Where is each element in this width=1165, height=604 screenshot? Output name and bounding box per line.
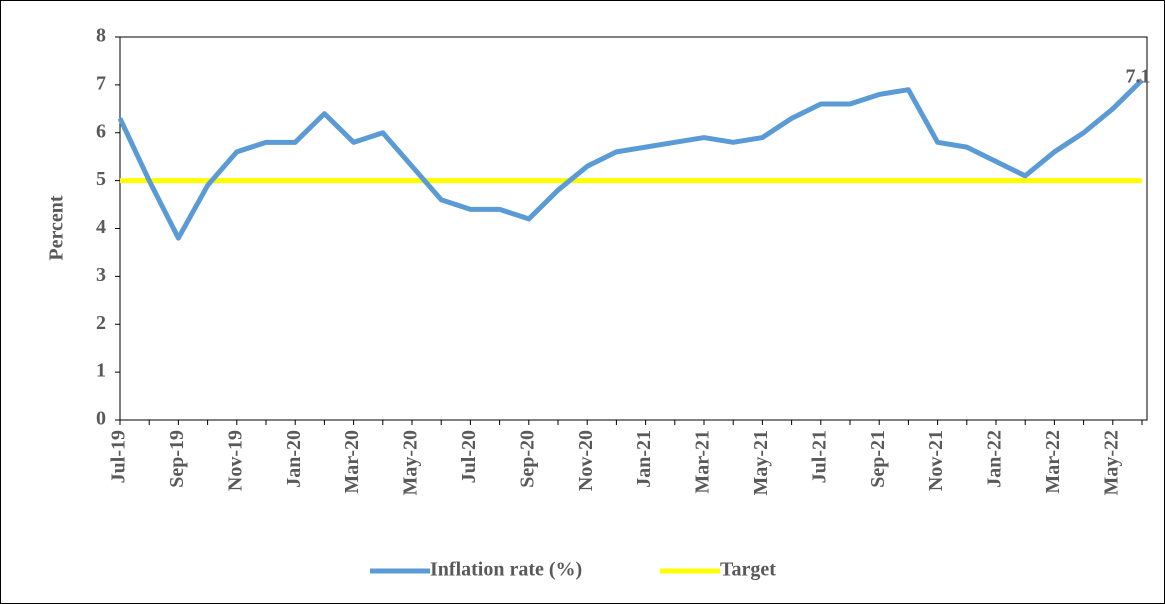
x-tick-label: Mar-22: [1042, 430, 1064, 494]
y-axis-label: Percent: [46, 195, 68, 260]
x-tick-label: Jul-19: [108, 430, 130, 483]
x-tick-label: Nov-20: [575, 430, 597, 491]
x-tick-label: Nov-21: [925, 430, 947, 491]
x-tick-label: Jul-20: [458, 430, 480, 483]
y-tick-label: 0: [96, 408, 106, 430]
x-tick-label: Sep-21: [867, 430, 889, 488]
x-tick-label: Nov-19: [224, 430, 246, 491]
y-tick-label: 1: [96, 360, 106, 382]
plot-frame: [119, 36, 1148, 421]
x-tick-label: May-22: [1100, 430, 1122, 496]
legend-label: Inflation rate (%): [430, 559, 582, 581]
y-tick-label: 2: [96, 312, 106, 334]
y-tick-label: 4: [96, 216, 106, 238]
x-tick-label: May-20: [400, 430, 422, 496]
x-tick-label: Jan-21: [633, 430, 655, 488]
x-tick-label: Jan-20: [283, 430, 305, 488]
x-tick-label: Jul-21: [808, 430, 830, 483]
y-tick-label: 8: [96, 25, 106, 47]
x-tick-label: Mar-20: [341, 430, 363, 494]
x-tick-label: Sep-20: [516, 430, 538, 488]
y-tick-label: 5: [96, 168, 106, 190]
legend-label: Target: [720, 559, 776, 581]
y-tick-label: 6: [96, 120, 106, 142]
x-tick-label: Sep-19: [166, 430, 188, 488]
y-tick-label: 7: [96, 72, 106, 94]
x-tick-label: May-21: [750, 430, 772, 496]
x-tick-label: Jan-22: [984, 430, 1006, 488]
series-line: [117, 78, 1144, 241]
x-tick-label: Mar-21: [692, 430, 714, 494]
y-tick-label: 3: [96, 264, 106, 286]
data-label: 7.1: [1126, 66, 1151, 88]
